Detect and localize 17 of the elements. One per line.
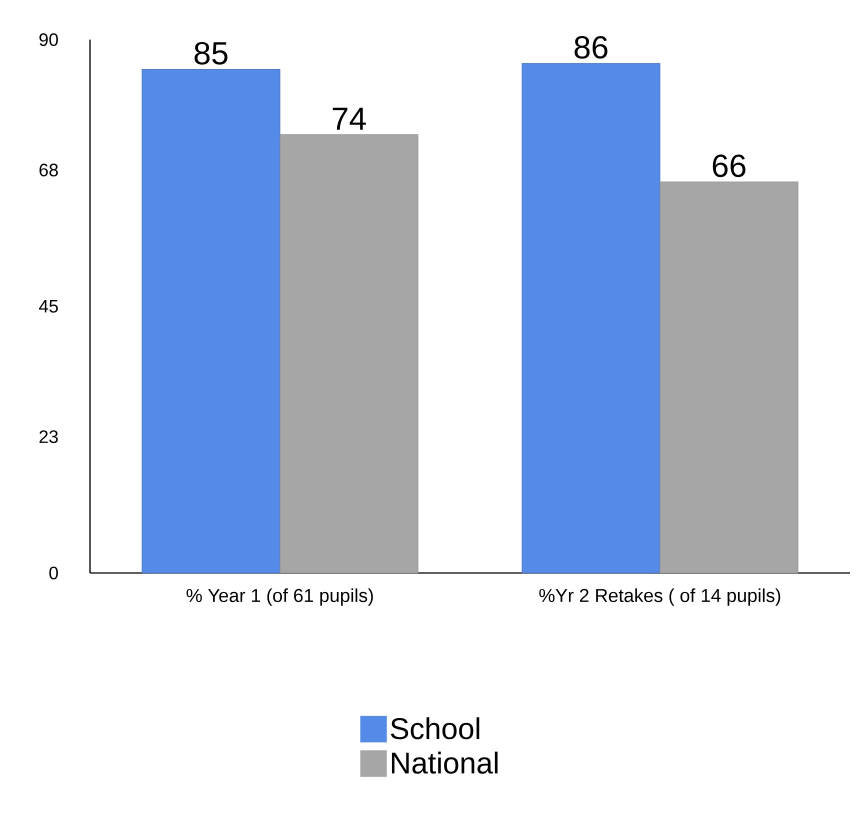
data-label: 74 bbox=[332, 108, 366, 130]
bar bbox=[660, 182, 798, 574]
data-label: 86 bbox=[574, 36, 608, 59]
legend-label: School bbox=[390, 717, 480, 740]
y-tick-label: 68 bbox=[40, 164, 58, 176]
x-tick-label: %Yr 2 Retakes ( of 14 pupils) bbox=[539, 588, 780, 606]
y-tick-label: 0 bbox=[49, 566, 58, 580]
x-tick-label: % Year 1 (of 61 pupils) bbox=[186, 588, 373, 606]
y-tick-label: 90 bbox=[39, 33, 58, 46]
data-label: 66 bbox=[712, 154, 746, 178]
bar bbox=[280, 134, 418, 574]
bar bbox=[142, 69, 280, 574]
data-label: 85 bbox=[194, 42, 228, 65]
y-tick-label: 45 bbox=[39, 300, 58, 313]
legend-label: National bbox=[392, 752, 498, 774]
bar bbox=[522, 63, 660, 574]
y-tick-label: 23 bbox=[40, 430, 58, 444]
